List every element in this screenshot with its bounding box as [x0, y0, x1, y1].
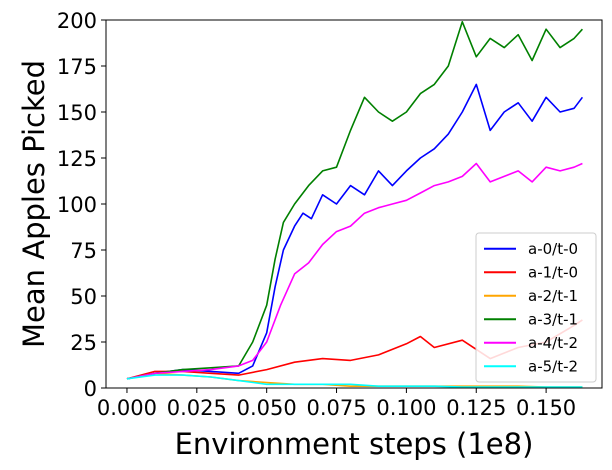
legend-label-0: a-0/t-0 — [528, 240, 578, 258]
y-tick-label-6: 150 — [57, 101, 97, 125]
x-tick-label-0: 0.000 — [97, 396, 157, 420]
x-tick-label-6: 0.150 — [516, 396, 576, 420]
legend: a-0/t-0 a-1/t-0 a-2/t-1 a-3/t-1 a-4/t-2 a-5/t… — [475, 232, 597, 383]
legend-label-2: a-2/t-1 — [528, 287, 578, 305]
series-line-5 — [126, 374, 583, 388]
y-axis: 0 25 50 75 100 125 150 175 200 — [57, 9, 106, 401]
legend-label-5: a-5/t-2 — [528, 357, 578, 375]
legend-label-4: a-4/t-2 — [528, 334, 578, 352]
y-axis-label: Mean Apples Picked — [17, 60, 51, 348]
x-axis-label: Environment steps (1e8) — [175, 427, 534, 461]
y-tick-label-7: 175 — [57, 55, 97, 79]
y-tick-label-2: 50 — [70, 285, 97, 309]
x-tick-label-4: 0.100 — [376, 396, 436, 420]
y-tick-label-8: 200 — [57, 9, 97, 33]
x-tick-label-2: 0.050 — [237, 396, 297, 420]
x-tick-label-1: 0.025 — [167, 396, 227, 420]
series-line-3 — [126, 21, 583, 380]
legend-box — [475, 232, 597, 383]
y-tick-label-4: 100 — [57, 193, 97, 217]
y-tick-label-5: 125 — [57, 147, 97, 171]
x-axis: 0.000 0.025 0.050 0.075 0.100 0.125 0.150 — [97, 388, 576, 420]
series-line-0 — [126, 83, 584, 380]
y-tick-label-3: 75 — [70, 239, 97, 263]
x-tick-label-5: 0.125 — [446, 396, 506, 420]
series-layer — [126, 21, 584, 388]
x-tick-label-3: 0.075 — [306, 396, 366, 420]
legend-label-3: a-3/t-1 — [528, 310, 578, 328]
y-tick-label-0: 0 — [84, 377, 97, 401]
y-tick-label-1: 25 — [70, 331, 97, 355]
series-line-4 — [126, 162, 583, 380]
legend-label-1: a-1/t-0 — [528, 263, 578, 281]
